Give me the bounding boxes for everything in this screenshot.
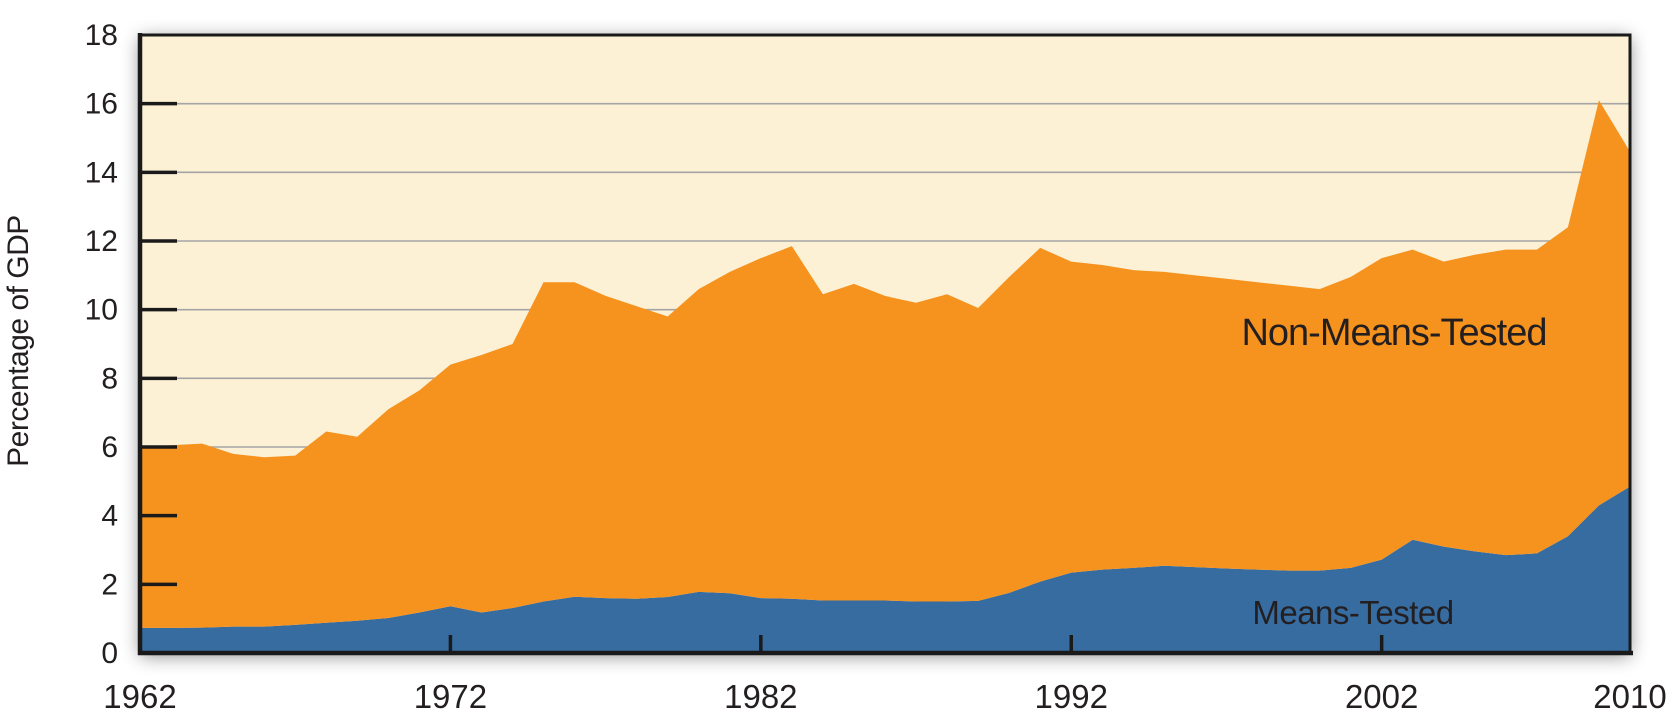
x-tick-label: 1972 bbox=[414, 678, 487, 715]
series-label-non-means-tested: Non-Means-Tested bbox=[1241, 312, 1546, 354]
x-tick-label: 1962 bbox=[103, 678, 176, 715]
y-tick-label: 2 bbox=[101, 568, 118, 601]
area-non-means-tested bbox=[140, 100, 1630, 628]
area-means-tested bbox=[140, 486, 1630, 653]
x-tick-label: 1982 bbox=[724, 678, 797, 715]
y-axis-title: Percentage of GDP bbox=[2, 215, 35, 467]
series-label-means-tested: Means-Tested bbox=[1252, 594, 1453, 631]
y-tick-label: 16 bbox=[85, 88, 118, 121]
y-tick-label: 10 bbox=[85, 294, 118, 327]
y-tick-label: 18 bbox=[85, 19, 118, 52]
x-tick-label: 1992 bbox=[1035, 678, 1108, 715]
y-tick-label: 4 bbox=[101, 500, 118, 533]
x-axis-tick-labels: 1962 1972 1982 1992 2002 2010 bbox=[103, 678, 1666, 715]
y-tick-label: 0 bbox=[101, 637, 118, 670]
tick-marks bbox=[140, 101, 1384, 653]
y-axis-tick-labels: 0 2 4 6 8 10 12 14 16 18 bbox=[85, 19, 118, 670]
y-tick-label: 14 bbox=[85, 156, 118, 189]
area-series bbox=[140, 100, 1630, 653]
x-tick-label: 2002 bbox=[1345, 678, 1418, 715]
y-tick-label: 12 bbox=[85, 225, 118, 258]
plot-frame bbox=[137, 33, 1633, 656]
y-tick-label: 6 bbox=[101, 431, 118, 464]
y-tick-label: 8 bbox=[101, 362, 118, 395]
x-tick-label: 2010 bbox=[1593, 678, 1666, 715]
